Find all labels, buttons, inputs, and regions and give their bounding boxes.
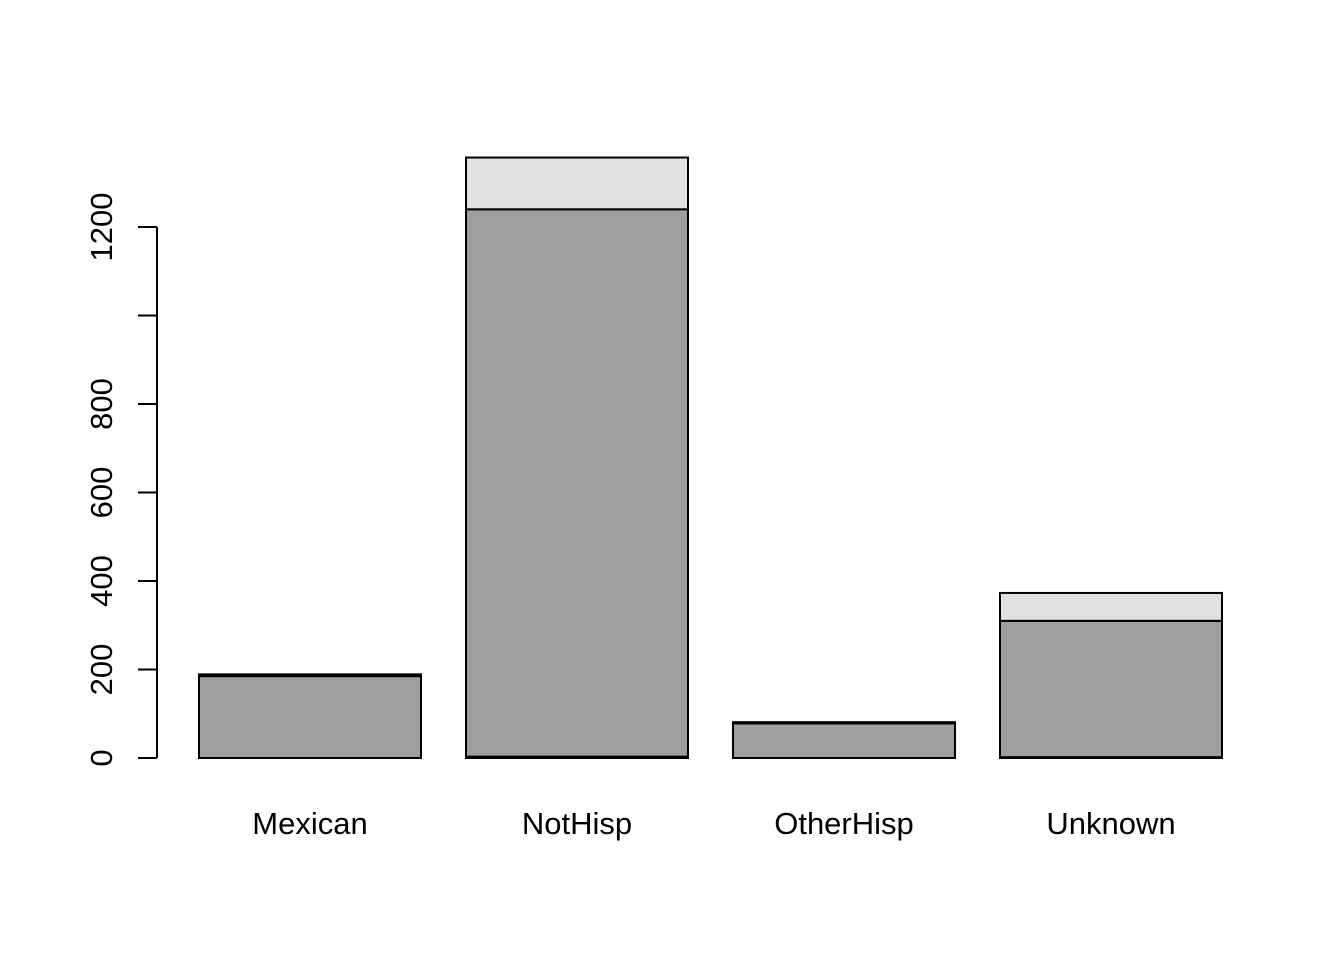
bars-group xyxy=(198,156,1223,760)
x-tick-label-mexican: Mexican xyxy=(252,806,367,841)
y-tick-label: 400 xyxy=(84,555,119,607)
bar-mexican-segment-3 xyxy=(198,673,422,678)
y-tick-label: 0 xyxy=(84,749,119,766)
x-tick-label-nothisp: NotHisp xyxy=(522,806,632,841)
x-axis-labels: Mexican NotHisp OtherHisp Unknown xyxy=(252,806,1175,841)
bar-otherhisp-segment-3 xyxy=(732,721,956,725)
bar-mexican-segment-2 xyxy=(198,675,422,760)
bar-nothisp-segment-2 xyxy=(465,208,689,758)
bar-unknown-segment-3 xyxy=(999,591,1223,622)
y-axis: 0 200 400 600 800 1200 xyxy=(84,193,158,767)
y-tick-label: 600 xyxy=(84,467,119,519)
x-tick-label-otherhisp: OtherHisp xyxy=(774,806,914,841)
y-tick-label: 200 xyxy=(84,644,119,696)
y-tick-label: 1200 xyxy=(84,193,119,262)
x-tick-label-unknown: Unknown xyxy=(1046,806,1175,841)
y-tick-label: 800 xyxy=(84,378,119,430)
bar-otherhisp-segment-2 xyxy=(732,722,956,759)
bar-nothisp-segment-3 xyxy=(465,156,689,211)
bar-unknown-segment-2 xyxy=(999,619,1223,759)
